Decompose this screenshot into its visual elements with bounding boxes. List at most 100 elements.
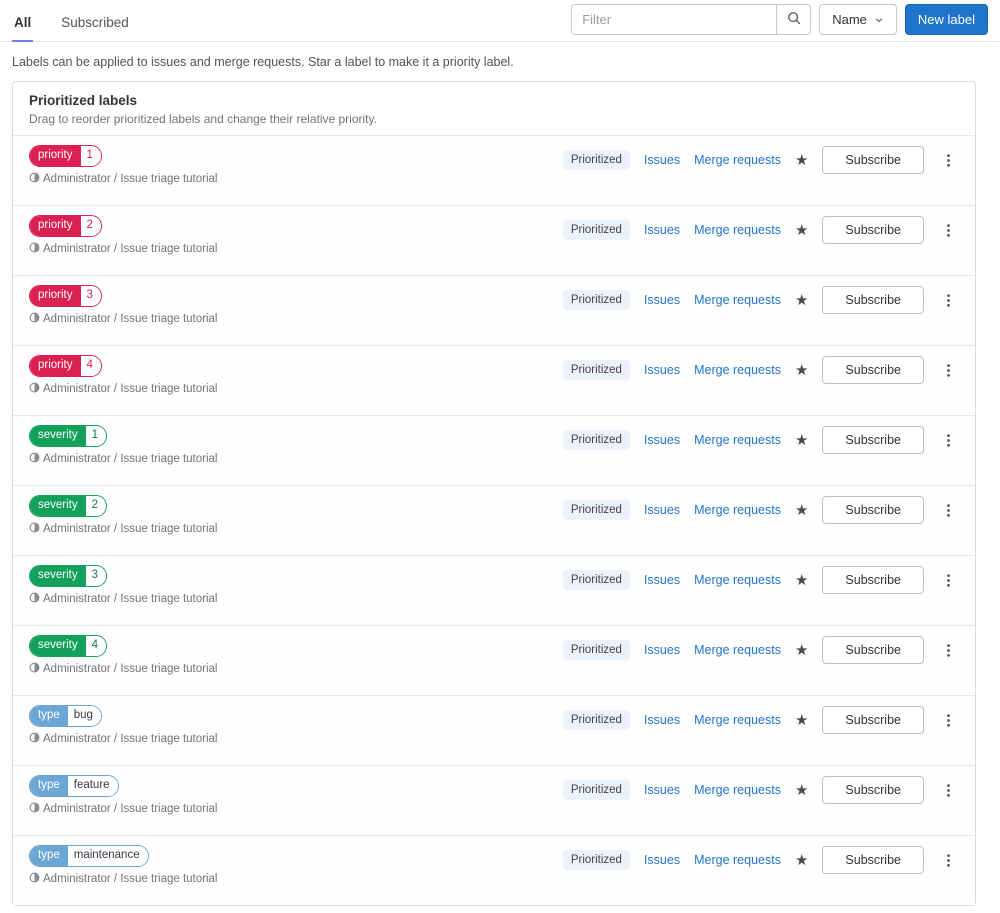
issues-link[interactable]: Issues: [643, 433, 681, 447]
star-icon[interactable]: ★: [794, 501, 809, 519]
subscribe-button[interactable]: Subscribe: [822, 286, 924, 314]
scoped-label-badge[interactable]: severity 1: [29, 425, 108, 447]
kebab-menu-button[interactable]: [938, 710, 959, 731]
scoped-label-badge[interactable]: type maintenance: [29, 845, 149, 867]
star-icon[interactable]: ★: [794, 641, 809, 659]
label-info: priority 3 Administrator / Issue triage …: [29, 285, 218, 327]
star-icon[interactable]: ★: [794, 221, 809, 239]
merge-requests-link[interactable]: Merge requests: [694, 713, 781, 727]
subscribe-button[interactable]: Subscribe: [822, 776, 924, 804]
merge-requests-link[interactable]: Merge requests: [694, 503, 781, 517]
label-actions: Prioritized Issues Merge requests ★ Subs…: [562, 216, 959, 244]
scoped-label-badge[interactable]: priority 2: [29, 215, 102, 237]
kebab-menu-button[interactable]: [938, 150, 959, 171]
issues-link[interactable]: Issues: [643, 153, 681, 167]
merge-requests-link[interactable]: Merge requests: [694, 433, 781, 447]
scoped-label-badge[interactable]: priority 3: [29, 285, 102, 307]
issues-link[interactable]: Issues: [643, 503, 681, 517]
label-actions: Prioritized Issues Merge requests ★ Subs…: [562, 706, 959, 734]
label-scope: priority: [30, 356, 81, 376]
scoped-label-badge[interactable]: priority 1: [29, 145, 102, 167]
kebab-menu-button[interactable]: [938, 640, 959, 661]
search-button[interactable]: [776, 5, 811, 34]
subscribe-button[interactable]: Subscribe: [822, 636, 924, 664]
label-info: type bug Administrator / Issue triage tu…: [29, 705, 218, 747]
tab-all[interactable]: All: [12, 4, 34, 42]
scoped-label-badge[interactable]: severity 2: [29, 495, 108, 517]
kebab-menu-button[interactable]: [938, 500, 959, 521]
label-project: Administrator / Issue triage tutorial: [29, 662, 218, 677]
issues-link[interactable]: Issues: [643, 783, 681, 797]
subscribe-button[interactable]: Subscribe: [822, 426, 924, 454]
star-icon[interactable]: ★: [794, 711, 809, 729]
project-name: Administrator / Issue triage tutorial: [43, 662, 218, 675]
kebab-menu-button[interactable]: [938, 850, 959, 871]
kebab-menu-button[interactable]: [938, 780, 959, 801]
subscribe-button[interactable]: Subscribe: [822, 146, 924, 174]
label-info: priority 1 Administrator / Issue triage …: [29, 145, 218, 187]
label-actions: Prioritized Issues Merge requests ★ Subs…: [562, 356, 959, 384]
subscribe-button[interactable]: Subscribe: [822, 566, 924, 594]
merge-requests-link[interactable]: Merge requests: [694, 293, 781, 307]
scoped-label-badge[interactable]: priority 4: [29, 355, 102, 377]
merge-requests-link[interactable]: Merge requests: [694, 363, 781, 377]
label-value: feature: [67, 776, 118, 796]
kebab-menu-button[interactable]: [938, 570, 959, 591]
issues-link[interactable]: Issues: [643, 643, 681, 657]
prioritized-badge: Prioritized: [562, 710, 630, 730]
star-icon[interactable]: ★: [794, 781, 809, 799]
filter-input[interactable]: [572, 5, 777, 34]
subscribe-button[interactable]: Subscribe: [822, 496, 924, 524]
scoped-label-badge[interactable]: type bug: [29, 705, 102, 727]
prioritized-badge: Prioritized: [562, 150, 630, 170]
label-project: Administrator / Issue triage tutorial: [29, 522, 218, 537]
label-scope: severity: [30, 426, 86, 446]
tab-subscribed[interactable]: Subscribed: [61, 14, 129, 30]
star-icon[interactable]: ★: [794, 851, 809, 869]
label-info: type maintenance Administrator / Issue t…: [29, 845, 218, 887]
new-label-button[interactable]: New label: [904, 4, 988, 35]
merge-requests-link[interactable]: Merge requests: [694, 573, 781, 587]
kebab-menu-button[interactable]: [938, 290, 959, 311]
merge-requests-link[interactable]: Merge requests: [694, 783, 781, 797]
issues-link[interactable]: Issues: [643, 853, 681, 867]
star-icon[interactable]: ★: [794, 291, 809, 309]
kebab-icon: [942, 223, 955, 242]
star-icon[interactable]: ★: [794, 151, 809, 169]
scoped-label-badge[interactable]: severity 4: [29, 635, 108, 657]
scoped-label-badge[interactable]: severity 3: [29, 565, 108, 587]
project-name: Administrator / Issue triage tutorial: [43, 802, 218, 815]
label-scope: priority: [30, 286, 81, 306]
kebab-icon: [942, 433, 955, 452]
project-name: Administrator / Issue triage tutorial: [43, 872, 218, 885]
merge-requests-link[interactable]: Merge requests: [694, 223, 781, 237]
star-icon[interactable]: ★: [794, 431, 809, 449]
label-scope: type: [30, 846, 68, 866]
subscribe-button[interactable]: Subscribe: [822, 846, 924, 874]
project-icon: [29, 522, 43, 535]
star-icon[interactable]: ★: [794, 361, 809, 379]
star-icon[interactable]: ★: [794, 571, 809, 589]
merge-requests-link[interactable]: Merge requests: [694, 853, 781, 867]
subscribe-button[interactable]: Subscribe: [822, 216, 924, 244]
kebab-menu-button[interactable]: [938, 360, 959, 381]
kebab-icon: [942, 783, 955, 802]
issues-link[interactable]: Issues: [643, 363, 681, 377]
label-value: 4: [80, 356, 101, 376]
kebab-menu-button[interactable]: [938, 220, 959, 241]
kebab-menu-button[interactable]: [938, 430, 959, 451]
issues-link[interactable]: Issues: [643, 713, 681, 727]
merge-requests-link[interactable]: Merge requests: [694, 153, 781, 167]
kebab-icon: [942, 363, 955, 382]
sort-dropdown[interactable]: Name: [819, 4, 897, 35]
issues-link[interactable]: Issues: [643, 223, 681, 237]
prioritized-badge: Prioritized: [562, 640, 630, 660]
label-actions: Prioritized Issues Merge requests ★ Subs…: [562, 496, 959, 524]
issues-link[interactable]: Issues: [643, 573, 681, 587]
merge-requests-link[interactable]: Merge requests: [694, 643, 781, 657]
scoped-label-badge[interactable]: type feature: [29, 775, 119, 797]
prioritized-badge: Prioritized: [562, 360, 630, 380]
subscribe-button[interactable]: Subscribe: [822, 356, 924, 384]
subscribe-button[interactable]: Subscribe: [822, 706, 924, 734]
issues-link[interactable]: Issues: [643, 293, 681, 307]
